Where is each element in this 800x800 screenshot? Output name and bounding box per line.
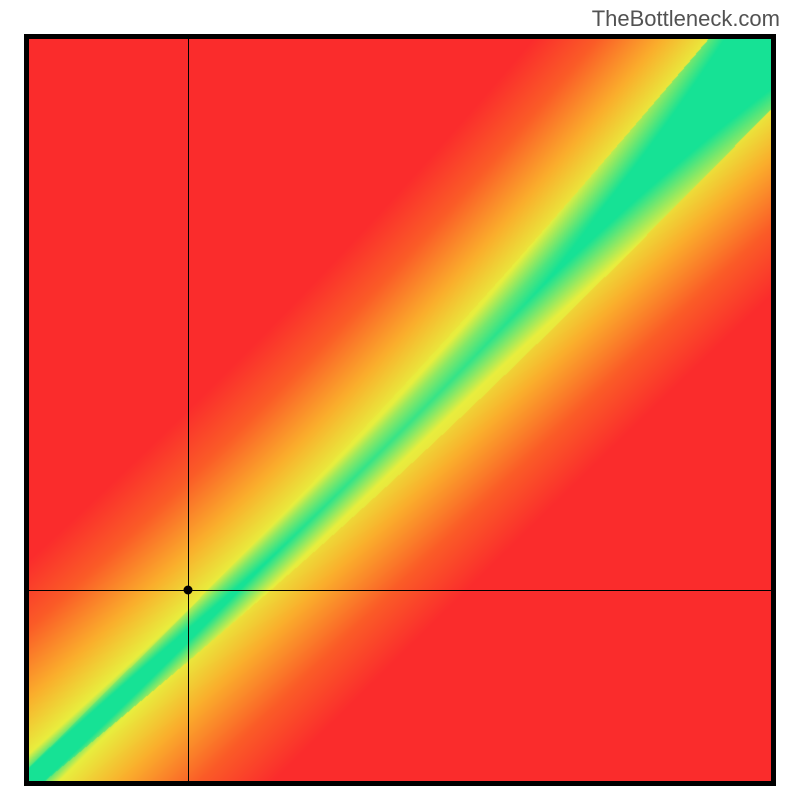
crosshair-vertical [188,39,189,781]
crosshair-marker [183,585,192,594]
crosshair-horizontal [29,590,771,591]
bottleneck-heatmap [24,34,776,786]
heatmap-canvas [29,39,771,781]
attribution-text: TheBottleneck.com [592,6,780,32]
